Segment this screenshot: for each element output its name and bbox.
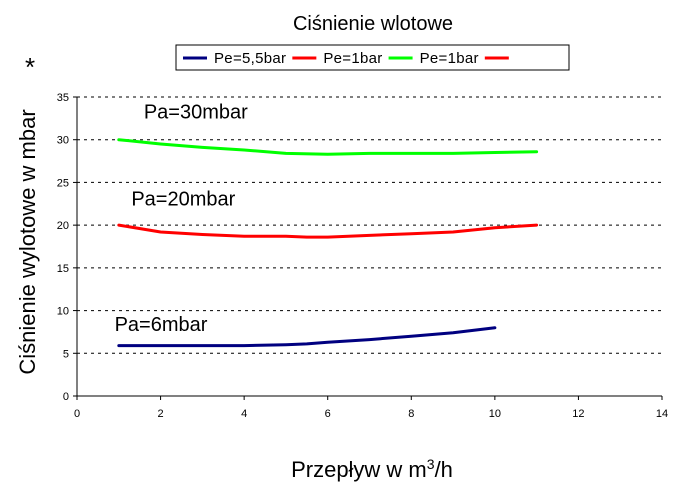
y-tick-label: 15 xyxy=(57,263,69,275)
chart-title: Ciśnienie wlotowe xyxy=(293,13,453,35)
y-axis-label: Ciśnienie wylotowe w mbar xyxy=(15,109,40,374)
x-tick-label: 2 xyxy=(158,408,164,420)
series-line-2 xyxy=(117,223,539,239)
y-tick-label: 5 xyxy=(63,348,69,360)
y-tick-label: 30 xyxy=(57,135,69,147)
x-axis-label: Przepływ w m3/h xyxy=(291,456,453,482)
x-tick-label: 0 xyxy=(74,408,80,420)
x-tick-label: 12 xyxy=(572,408,584,420)
annotation-label: Pa=20mbar xyxy=(131,188,235,210)
legend-label-1: Pe=5,5bar xyxy=(214,50,286,67)
y-tick-label: 25 xyxy=(57,177,69,189)
y-tick-label: 0 xyxy=(63,391,69,403)
x-tick-label: 14 xyxy=(656,408,668,420)
series-line-3 xyxy=(117,138,539,156)
x-axis-label-main: Przepływ w m xyxy=(291,457,427,482)
asterisk-marker: * xyxy=(25,52,35,82)
series-lines xyxy=(117,138,539,348)
x-axis-label-tail: /h xyxy=(435,457,453,482)
x-axis-label-sup: 3 xyxy=(427,456,435,472)
annotations: Pa=30mbar Pa=20mbar Pa=6mbar xyxy=(115,101,249,336)
legend-label-3: Pe=1bar xyxy=(420,50,479,67)
x-tick-label: 8 xyxy=(408,408,414,420)
plot-area xyxy=(77,97,662,396)
x-tick-label: 4 xyxy=(241,408,247,420)
annotation-label: Pa=30mbar xyxy=(144,101,248,123)
series-line-1 xyxy=(117,326,497,348)
axes xyxy=(73,96,663,400)
x-tick-label: 6 xyxy=(325,408,331,420)
y-tick-label: 20 xyxy=(57,220,69,232)
x-tick-labels: 0 2 4 6 8 10 12 14 xyxy=(74,408,668,420)
legend-label-2: Pe=1bar xyxy=(323,50,382,67)
x-tick-label: 10 xyxy=(489,408,501,420)
y-tick-label: 10 xyxy=(57,306,69,318)
annotation-label: Pa=6mbar xyxy=(115,314,208,336)
y-tick-labels: 0 5 10 15 20 25 30 35 xyxy=(57,92,69,403)
legend: Pe=5,5bar Pe=1bar Pe=1bar xyxy=(183,50,509,67)
y-tick-label: 35 xyxy=(57,92,69,104)
